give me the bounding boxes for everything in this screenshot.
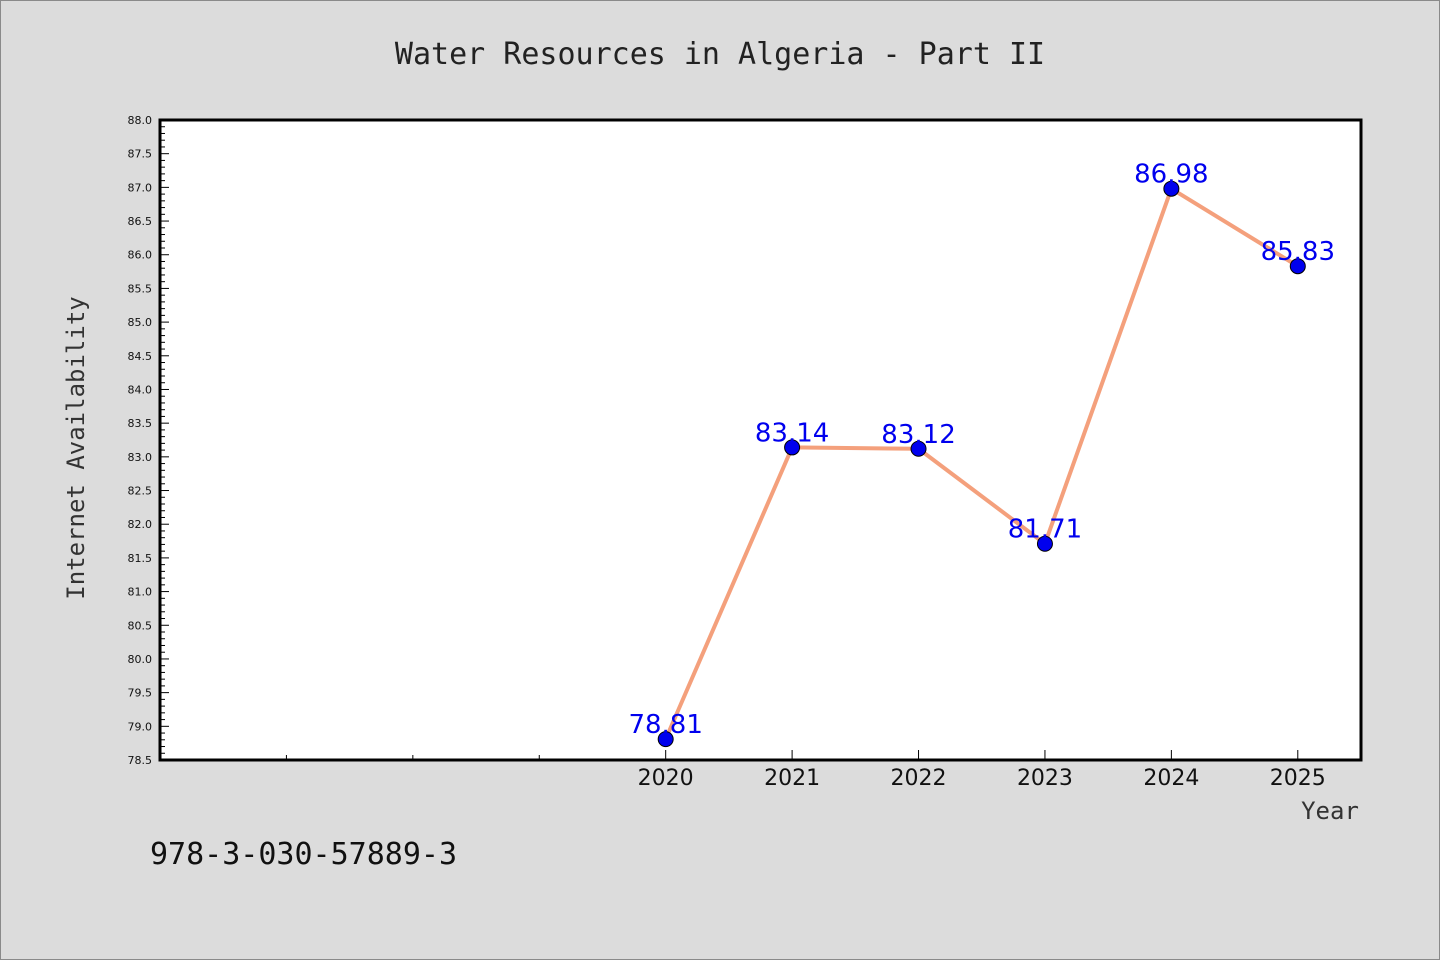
data-label: 83.14 xyxy=(755,418,829,448)
data-point xyxy=(910,440,927,457)
y-tick-label: 79.0 xyxy=(128,720,153,733)
y-tick-label: 83.5 xyxy=(128,417,153,430)
plot-border xyxy=(158,118,1363,762)
data-point xyxy=(657,731,674,748)
y-tick-label: 83.0 xyxy=(128,451,153,464)
y-tick-label: 85.5 xyxy=(128,282,153,295)
y-tick-label: 88.0 xyxy=(128,114,153,127)
x-tick-label: 2023 xyxy=(1017,766,1073,791)
y-tick-label: 84.5 xyxy=(128,350,153,363)
plot-area xyxy=(160,120,1361,760)
series-line xyxy=(663,186,1300,742)
y-tick-label: 87.0 xyxy=(128,181,153,194)
y-tick-label: 85.0 xyxy=(128,316,153,329)
data-label: 86.98 xyxy=(1134,160,1208,190)
isbn-text: 978-3-030-57889-3 xyxy=(150,837,457,872)
y-tick-label: 80.0 xyxy=(128,653,153,666)
y-tick-label: 84.0 xyxy=(128,383,153,396)
y-tick-label: 80.5 xyxy=(128,619,153,632)
data-labels: 78.81 83.14 83.12 81.71 86.98 85.83 xyxy=(628,160,1335,740)
data-label: 85.83 xyxy=(1261,237,1335,267)
x-tick-label: 2021 xyxy=(764,766,820,791)
data-label: 83.12 xyxy=(881,420,955,450)
y-tick-label: 82.5 xyxy=(128,485,153,498)
y-axis-label: Internet Availability xyxy=(62,296,90,599)
data-label: 78.81 xyxy=(628,710,702,740)
chart-title: Water Resources in Algeria - Part II xyxy=(395,37,1045,72)
y-tick-label: 86.0 xyxy=(128,249,153,262)
data-point xyxy=(1036,535,1053,552)
y-tick-label: 86.5 xyxy=(128,215,153,228)
y-tick-label: 81.0 xyxy=(128,586,153,599)
x-tick-label: 2022 xyxy=(891,766,947,791)
x-tick-label: 2020 xyxy=(638,766,694,791)
data-point xyxy=(1289,258,1306,275)
data-point xyxy=(1163,180,1180,197)
y-tick-label: 79.5 xyxy=(128,687,153,700)
x-tick-label: 2025 xyxy=(1270,766,1326,791)
y-tick-label: 82.0 xyxy=(128,518,153,531)
data-point xyxy=(784,439,801,456)
x-axis-label: Year xyxy=(1301,797,1359,825)
y-tick-label: 78.5 xyxy=(128,754,153,767)
y-tick-label: 81.5 xyxy=(128,552,153,565)
x-tick-label: 2024 xyxy=(1143,766,1199,791)
y-tick-label: 87.5 xyxy=(128,148,153,161)
series-markers xyxy=(657,180,1306,748)
data-label: 81.71 xyxy=(1008,515,1082,545)
y-axis: 78.5 79.0 79.5 80.0 80.5 81.0 81.5 82.0 82.5 83.0… xyxy=(128,114,169,767)
